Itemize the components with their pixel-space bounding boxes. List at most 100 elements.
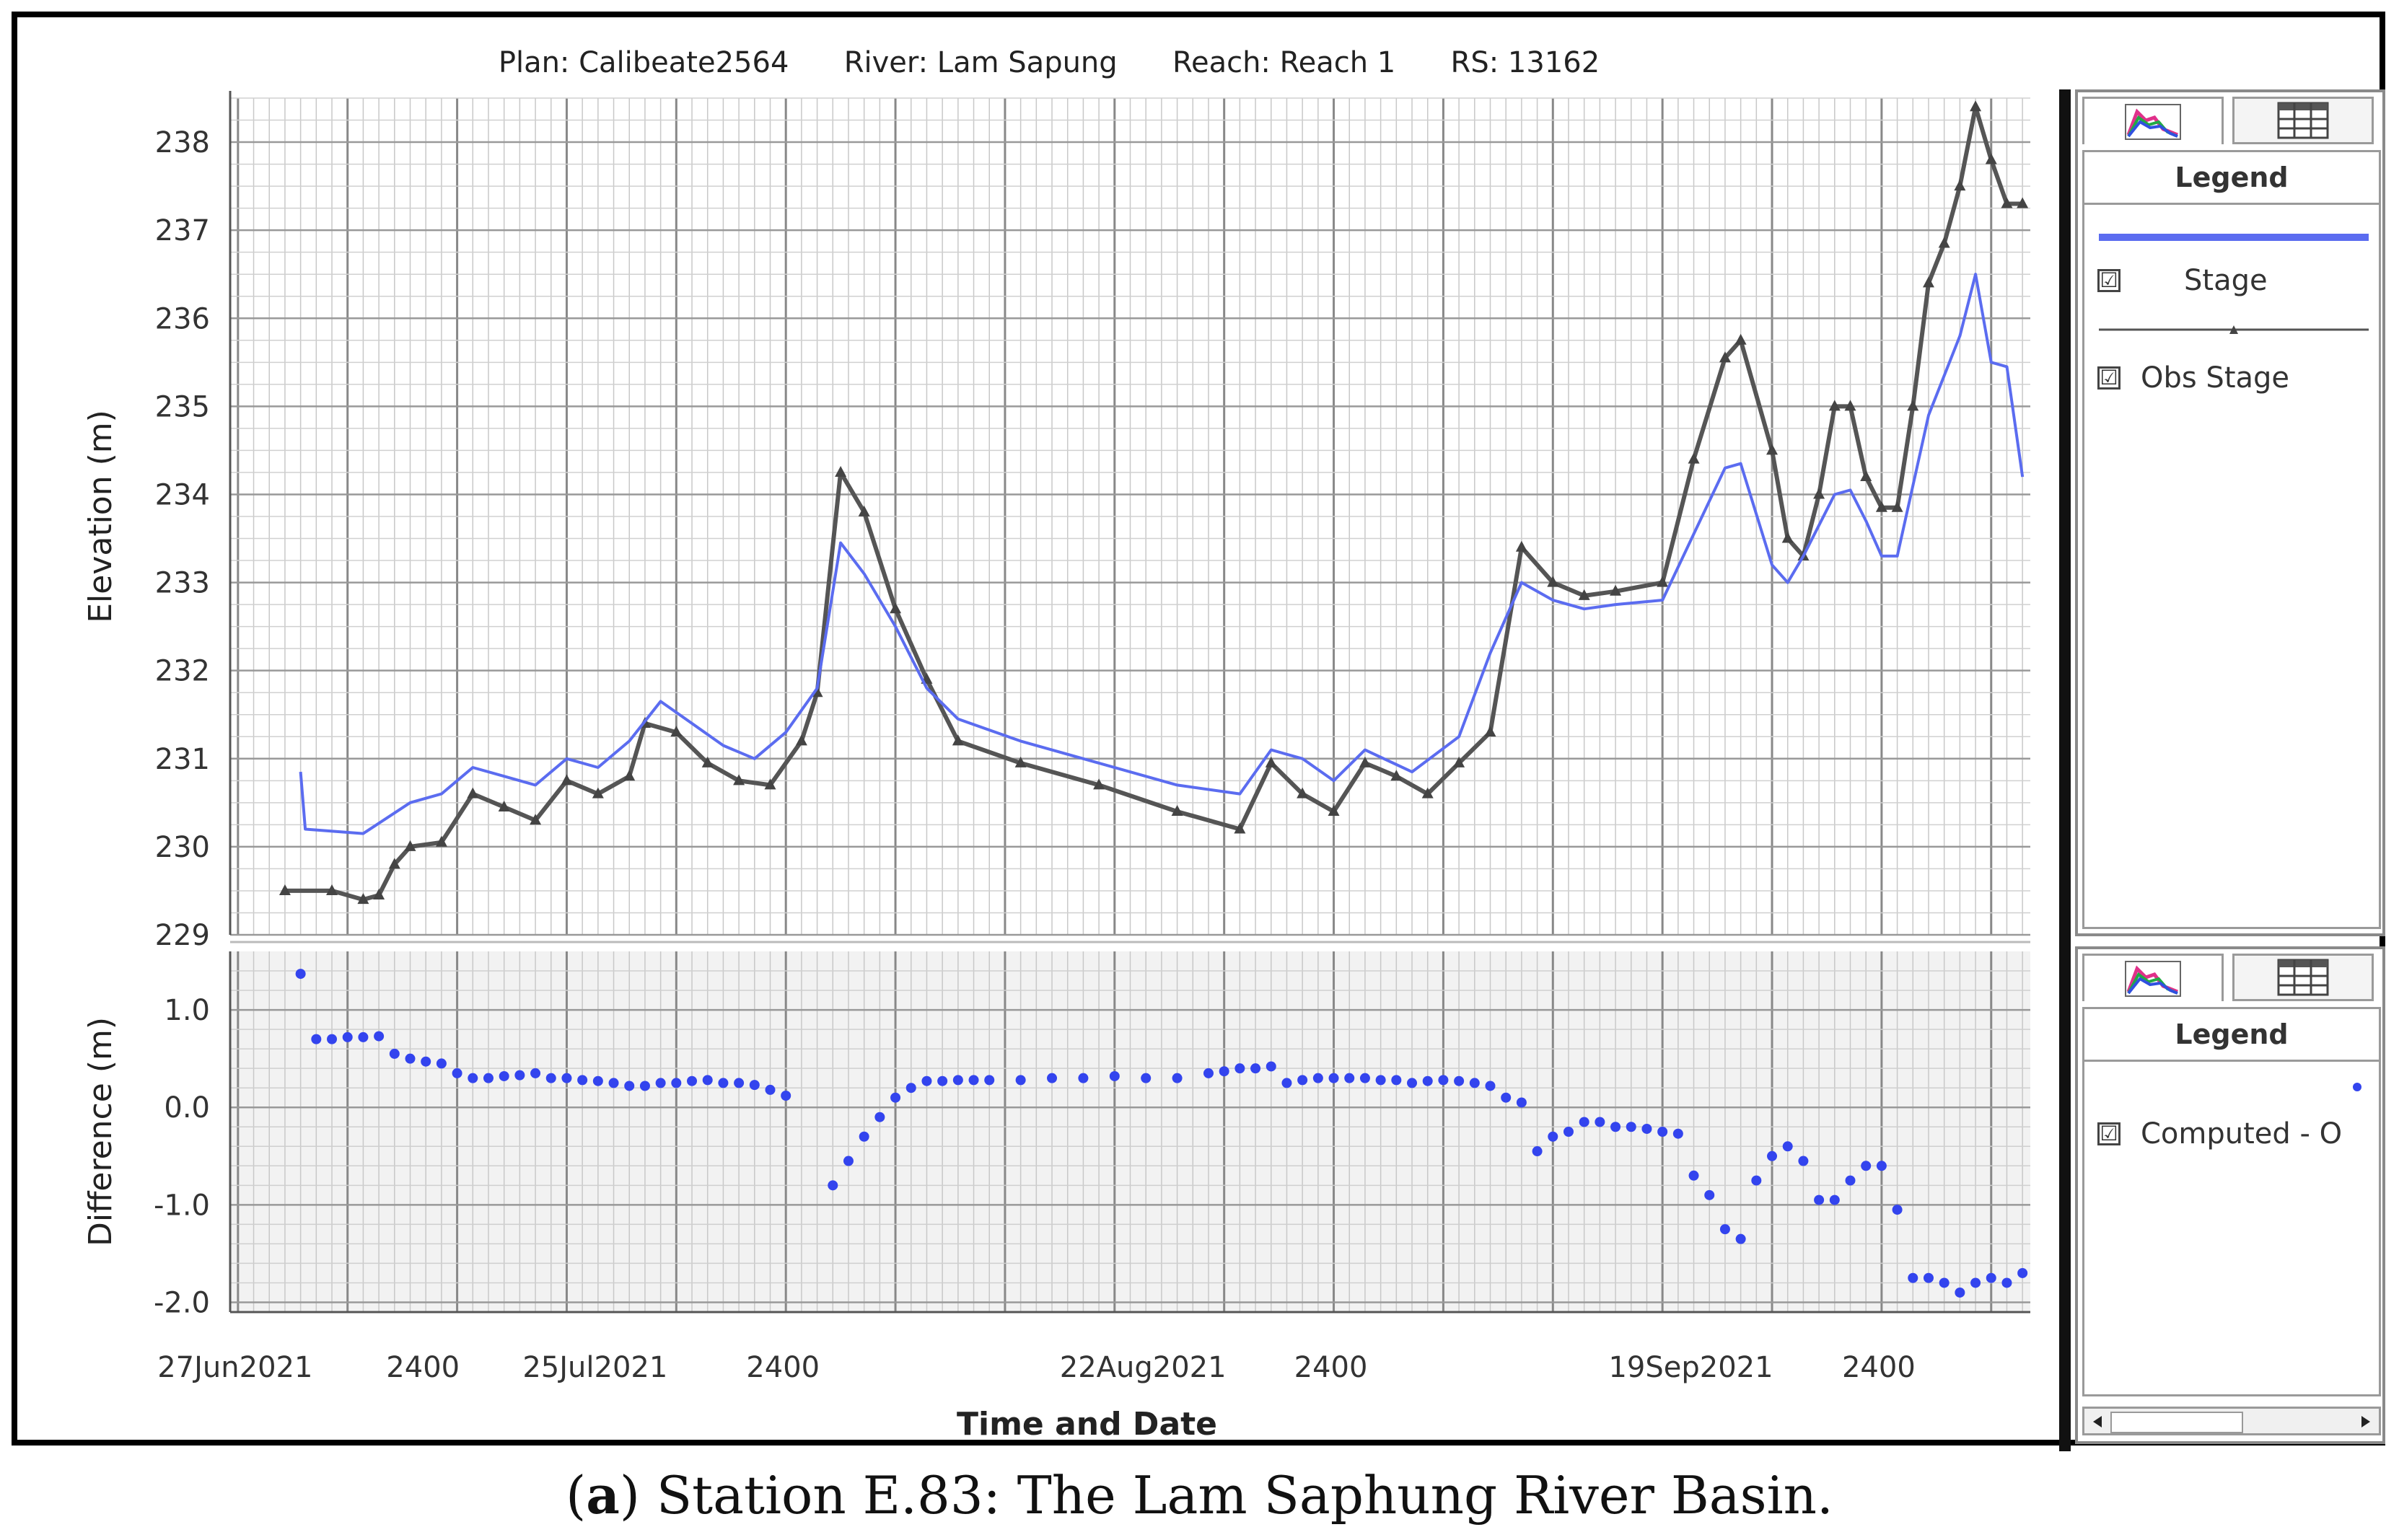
difference-point — [374, 1031, 385, 1042]
y-tick-label-elevation: 231 — [155, 743, 210, 776]
difference-point — [1109, 1070, 1120, 1081]
obs-stage-point — [858, 505, 870, 516]
difference-point — [859, 1131, 869, 1142]
chart-frame: Plan: Calibeate2564 River: Lam Sapung Re… — [12, 12, 2385, 1451]
obs-stage-point — [1610, 584, 1622, 596]
difference-point — [358, 1031, 369, 1042]
obs-stage-point — [1547, 576, 1559, 587]
difference-point — [577, 1075, 588, 1086]
difference-point — [452, 1068, 462, 1078]
x-tick-label: 2400 — [1294, 1351, 1368, 1384]
table-tab-top[interactable] — [2232, 97, 2374, 144]
difference-point — [405, 1053, 416, 1064]
obs-stage-point — [467, 787, 479, 798]
obs-stage-point — [498, 800, 510, 811]
y-tick-label-elevation: 232 — [155, 655, 210, 688]
series-line-obs-stage — [284, 105, 2023, 902]
difference-point — [702, 1075, 713, 1086]
plot-tab-top[interactable] — [2082, 97, 2224, 144]
plot-tab-bottom[interactable] — [2082, 954, 2224, 1001]
difference-point — [639, 1081, 650, 1091]
difference-point — [734, 1078, 745, 1088]
obs-stage-point — [1578, 589, 1590, 600]
plot-header: Plan: Calibeate2564 River: Lam Sapung Re… — [17, 46, 2081, 79]
series-line-stage — [299, 273, 2025, 835]
difference-point — [1955, 1287, 1965, 1298]
difference-point — [671, 1078, 682, 1088]
table-tab-bottom[interactable] — [2232, 954, 2374, 1001]
obs-stage-point — [404, 840, 416, 851]
obs-stage-point — [326, 884, 338, 895]
obs-stage-point — [373, 889, 385, 900]
difference-point — [1438, 1075, 1449, 1086]
checkbox-obs-stage[interactable]: ☑ — [2097, 366, 2120, 390]
difference-point — [905, 1083, 916, 1094]
obs-stage-point — [1922, 276, 1934, 288]
difference-point — [1970, 1277, 1981, 1288]
legend-entry-computed[interactable]: ☑ Computed - O — [2097, 1117, 2342, 1150]
difference-point — [608, 1078, 619, 1088]
obs-stage-point — [1688, 452, 1700, 464]
scroll-right-icon[interactable] — [2357, 1413, 2374, 1430]
difference-point — [1047, 1073, 1058, 1083]
difference-point — [342, 1031, 353, 1042]
difference-point — [499, 1070, 509, 1081]
caption-open: ( — [566, 1465, 587, 1526]
y-tick-label-elevation: 235 — [155, 390, 210, 423]
checkbox-computed[interactable]: ☑ — [2097, 1122, 2120, 1145]
difference-point — [1250, 1063, 1261, 1074]
obs-stage-point — [357, 893, 369, 905]
difference-point — [687, 1075, 698, 1086]
difference-point — [1344, 1073, 1355, 1083]
obs-stage-point — [1093, 778, 1105, 790]
check-mark-icon: ☑ — [2100, 268, 2118, 292]
difference-point — [952, 1075, 963, 1086]
y-axis-title-difference: Difference (m) — [82, 1017, 119, 1246]
difference-point — [765, 1084, 776, 1095]
obs-stage-point — [890, 602, 902, 614]
obs-stage-point — [1171, 805, 1183, 817]
river-label: River: Lam Sapung — [843, 46, 1118, 79]
difference-point — [295, 969, 306, 980]
difference-point — [1391, 1075, 1402, 1086]
scroll-left-icon[interactable] — [2089, 1413, 2106, 1430]
obs-stage-point — [1453, 756, 1465, 767]
difference-point — [781, 1091, 791, 1101]
panel-divider[interactable] — [2059, 89, 2071, 1451]
legend-entry-stage[interactable]: ☑ Stage — [2097, 264, 2268, 297]
table-icon — [2277, 959, 2329, 996]
y-tick-label-elevation: 236 — [155, 302, 210, 335]
legend-scrollbar[interactable] — [2082, 1407, 2381, 1435]
legend-entry-obs[interactable]: ☑ Obs Stage — [2097, 361, 2289, 395]
difference-point — [1281, 1078, 1292, 1088]
difference-point — [592, 1075, 603, 1086]
difference-point — [1626, 1122, 1636, 1132]
legend-label-stage: Stage — [2184, 264, 2268, 297]
difference-point — [1610, 1122, 1621, 1132]
difference-point — [1657, 1127, 1668, 1137]
difference-point — [1829, 1194, 1840, 1205]
difference-point — [1798, 1156, 1809, 1166]
difference-point — [1141, 1073, 1152, 1083]
difference-point — [1266, 1061, 1276, 1072]
plan-label: Plan: Calibeate2564 — [498, 46, 789, 79]
obs-stage-point — [1985, 153, 1997, 164]
y-tick-label-difference: 1.0 — [164, 994, 210, 1027]
difference-point — [1688, 1170, 1699, 1181]
difference-point — [327, 1034, 338, 1044]
difference-point — [1735, 1233, 1746, 1244]
difference-point — [1908, 1272, 1918, 1283]
difference-point — [1892, 1205, 1903, 1215]
obs-stage-point — [1734, 333, 1747, 345]
checkbox-stage[interactable]: ☑ — [2097, 269, 2120, 292]
difference-point — [1375, 1075, 1386, 1086]
obs-stage-point — [592, 787, 604, 798]
scroll-thumb[interactable] — [2110, 1412, 2243, 1433]
difference-point — [1407, 1078, 1418, 1088]
difference-point — [749, 1080, 760, 1091]
difference-point — [421, 1056, 431, 1067]
difference-point — [624, 1081, 635, 1091]
difference-point — [1203, 1068, 1214, 1078]
x-tick-label: 19Sep2021 — [1608, 1351, 1773, 1384]
legend-box-bottom: Legend ☑ Computed - O — [2082, 1007, 2381, 1396]
